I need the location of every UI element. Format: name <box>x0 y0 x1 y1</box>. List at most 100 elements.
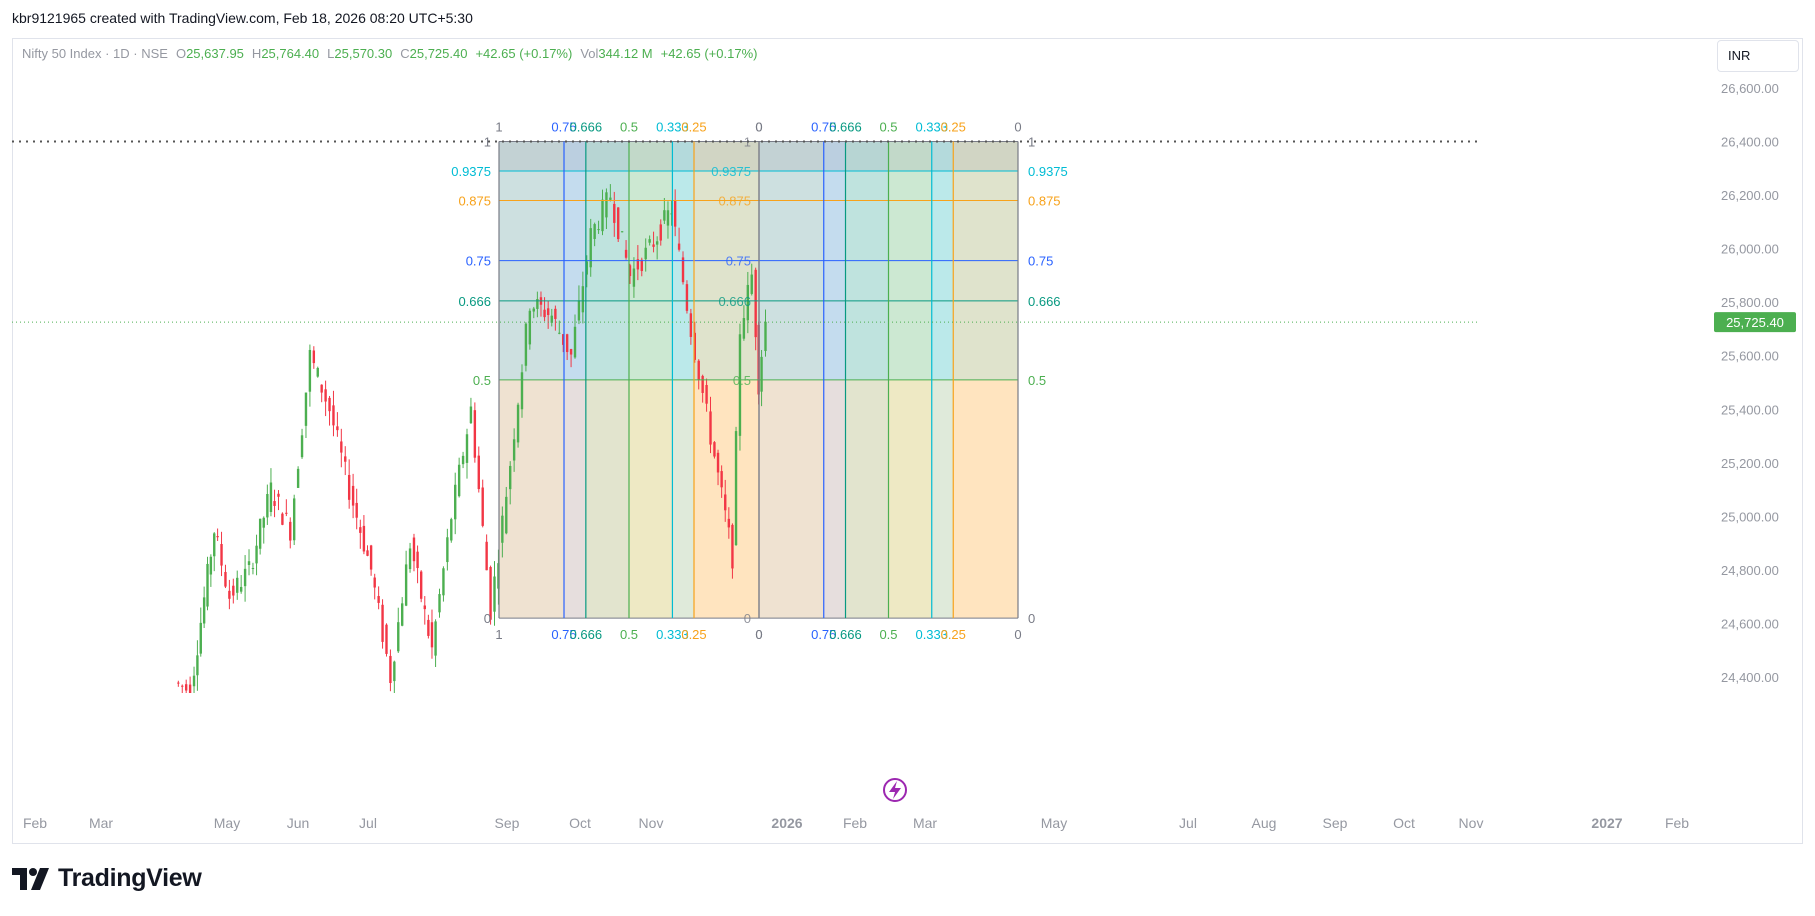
last-price-tag <box>1714 312 1796 333</box>
x-axis-tick-label: Oct <box>1393 815 1415 831</box>
fib-level-label-mid: 0.666 <box>718 294 751 309</box>
candle-down <box>320 384 323 393</box>
candle-up <box>454 484 457 520</box>
candle-down <box>359 527 362 533</box>
candle-down <box>412 537 416 562</box>
fib-time-label-top: 0.25 <box>941 120 966 135</box>
tradingview-logo[interactable]: TradingView <box>12 864 202 893</box>
fib-time-label-top: 0.333 <box>656 120 689 135</box>
candle-up <box>750 274 753 294</box>
candle-down <box>228 590 231 599</box>
candle-down <box>369 545 373 570</box>
candle-up <box>585 261 588 275</box>
x-axis-tick-label: Jun <box>287 815 310 831</box>
candle-down <box>377 596 380 603</box>
x-axis-tick-label: Feb <box>23 815 47 831</box>
candle-up <box>243 568 247 587</box>
candle-up <box>597 229 600 231</box>
legend-symbol[interactable]: Nifty 50 Index · 1D · NSE <box>22 46 168 61</box>
legend-high-label: H <box>251 46 262 61</box>
candle-up <box>601 199 604 232</box>
candle-up <box>196 655 199 676</box>
candle-down <box>546 308 550 315</box>
fib-time-label-top: 0 <box>755 120 762 135</box>
candle-up <box>438 594 441 613</box>
candle-up <box>209 556 213 575</box>
legend-close-label: C <box>400 46 410 61</box>
candle-down <box>366 550 369 556</box>
candle-up <box>734 431 738 546</box>
candle-down <box>285 512 288 514</box>
fib-level-label-right: 0.75 <box>1028 254 1053 269</box>
candle-up <box>461 455 465 465</box>
candle-up <box>236 577 239 593</box>
candle-up <box>493 576 496 612</box>
legend-vol-value: 344.12 M <box>598 46 653 61</box>
candle-up <box>605 192 608 218</box>
candle-down <box>324 389 327 402</box>
candle-down <box>419 571 423 599</box>
candle-up <box>239 586 243 592</box>
fib-time-label-bottom: 0.75 <box>551 627 576 642</box>
candle-up <box>573 326 577 358</box>
candle-up <box>524 323 528 366</box>
candle-down <box>332 405 335 426</box>
candle-down <box>355 502 358 518</box>
candle-down <box>481 487 484 526</box>
fib-time-label-top: 0.333 <box>915 120 948 135</box>
candle-up <box>593 224 596 239</box>
event-lightning-icon[interactable] <box>883 778 907 802</box>
candle-down <box>281 513 284 525</box>
candle-up <box>609 197 612 200</box>
candle-up <box>655 241 659 245</box>
candle-up <box>266 494 269 518</box>
candle-up <box>589 228 592 268</box>
candle-down <box>489 567 492 620</box>
candle-down <box>731 524 734 569</box>
fib-time-label-top: 0.5 <box>879 120 897 135</box>
candle-up <box>300 435 304 458</box>
fib-time-label-bottom: 0 <box>755 627 762 642</box>
candle-down <box>273 501 276 506</box>
currency-button[interactable]: INR <box>1717 40 1799 72</box>
fib-level-label-left: 0.75 <box>466 254 491 269</box>
x-axis-tick-label: Sep <box>1323 815 1348 831</box>
candle-up <box>577 300 581 321</box>
x-axis-tick-label: Mar <box>89 815 113 831</box>
candle-up <box>764 321 767 352</box>
y-axis-tick-label: 26,200.00 <box>1721 188 1779 203</box>
candle-down <box>381 604 384 642</box>
candle-up <box>746 284 750 321</box>
candle-up <box>620 231 624 233</box>
legend-low-label: L <box>327 46 335 61</box>
candle-down <box>351 485 355 506</box>
candle-down <box>709 411 712 445</box>
candle-down <box>177 682 180 684</box>
x-axis-tick-label: Feb <box>843 815 867 831</box>
candle-up <box>528 310 532 345</box>
legend-vol-change: +42.65 (+0.17%) <box>660 46 758 61</box>
y-axis-tick-label: 24,800.00 <box>1721 563 1779 578</box>
candle-down <box>720 471 723 488</box>
candle-up <box>316 367 319 377</box>
candle-up <box>738 334 742 436</box>
candle-down <box>693 332 696 360</box>
fib-time-label-bottom: 0 <box>1014 627 1021 642</box>
candle-up <box>469 406 473 424</box>
candle-up <box>255 545 258 564</box>
candle-up <box>206 563 209 607</box>
fib-level-label-left: 0.9375 <box>451 164 491 179</box>
x-axis-tick-label: Sep <box>495 815 520 831</box>
y-axis-tick-label: 25,800.00 <box>1721 295 1779 310</box>
x-axis-tick-label: Jul <box>1179 815 1197 831</box>
candle-down <box>652 244 655 247</box>
candle-down <box>344 456 347 462</box>
candle-up <box>192 675 196 687</box>
fib-time-label-bottom: 0.333 <box>656 627 689 642</box>
candle-down <box>613 203 616 223</box>
candle-down <box>485 541 488 571</box>
fib-level-label-mid: 0.9375 <box>711 164 751 179</box>
candle-up <box>581 286 585 313</box>
candle-down <box>416 551 419 569</box>
